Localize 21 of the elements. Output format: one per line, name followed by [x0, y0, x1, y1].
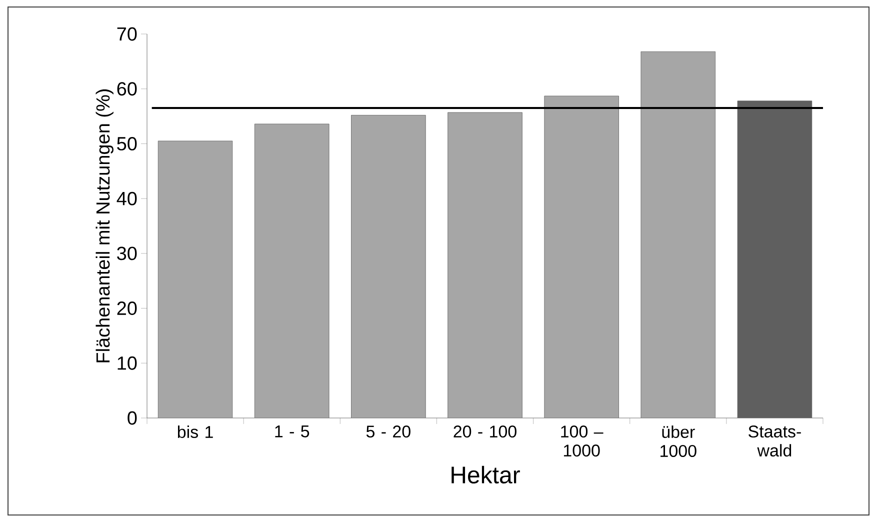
- bar: [544, 96, 619, 418]
- bar: [351, 114, 426, 418]
- bar: [640, 51, 716, 418]
- y-axis-title: Flächenanteil mit Nutzungen (%): [96, 89, 114, 362]
- x-tick-label: bis 1: [178, 426, 213, 438]
- x-tick-label: über 1000: [660, 426, 696, 458]
- y-tick-label: 20: [117, 302, 137, 316]
- y-tick-label: 40: [116, 192, 137, 206]
- y-tick-label: 70: [117, 27, 137, 41]
- x-tick-label: 1 - 5: [275, 426, 310, 438]
- x-tick-label: 5 - 20: [366, 426, 410, 438]
- x-axis-title: Hektar: [452, 466, 520, 484]
- y-tick-label: 30: [117, 246, 137, 260]
- x-tick-label: Staats-wald: [748, 426, 801, 457]
- x-tick-label: 100 – 1000: [561, 426, 604, 457]
- y-tick-label: 60: [117, 82, 137, 96]
- y-tick-label: 0: [128, 411, 137, 425]
- x-tick-label: 20 - 100: [454, 426, 516, 438]
- y-tick-label: 10: [118, 356, 137, 370]
- y-tick-label: 50: [117, 136, 137, 150]
- bar: [158, 140, 233, 418]
